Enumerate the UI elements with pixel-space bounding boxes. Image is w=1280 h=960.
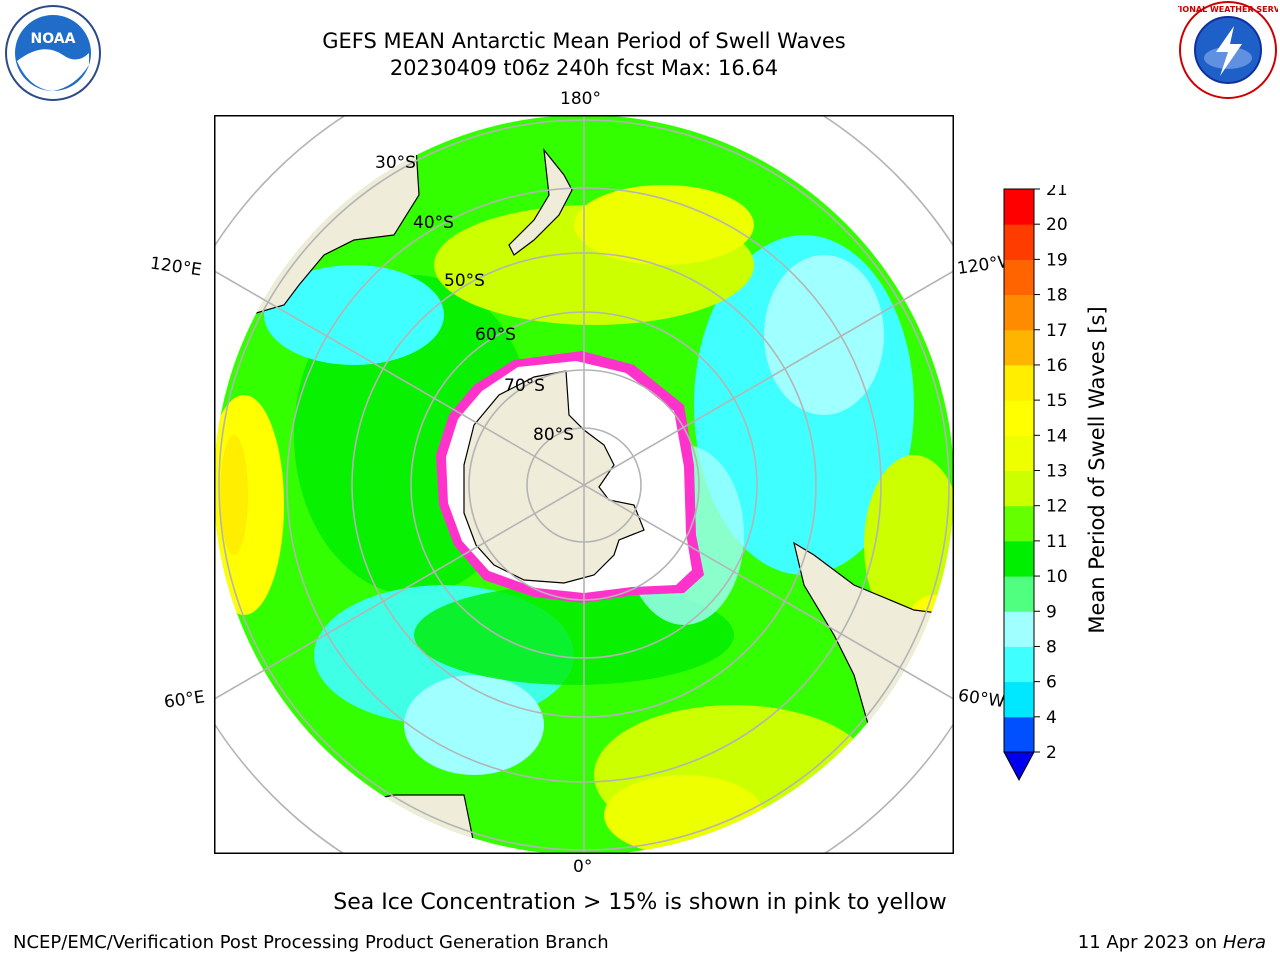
colorbar-segment bbox=[1004, 716, 1034, 753]
colorbar-tick-label: 21 bbox=[1046, 185, 1068, 200]
lat-label-70s: 70°S bbox=[504, 376, 545, 396]
colorbar-segment bbox=[1004, 400, 1034, 436]
colorbar-segment bbox=[1004, 505, 1034, 542]
colorbar-tick-label: 17 bbox=[1046, 321, 1068, 341]
colorbar-tick-label: 19 bbox=[1046, 250, 1068, 270]
colorbar-segment bbox=[1004, 611, 1034, 647]
colorbar-tick-label: 2 bbox=[1046, 743, 1057, 763]
lat-label-40s: 40°S bbox=[413, 213, 454, 233]
noaa-logo: NOAA bbox=[5, 5, 101, 101]
footer-machine: Hera bbox=[1222, 932, 1266, 953]
colorbar-segment bbox=[1004, 189, 1034, 225]
lon-label-left-lower: 60°E bbox=[162, 687, 207, 713]
lon-label-bottom: 0° bbox=[573, 857, 593, 877]
footer-left: NCEP/EMC/Verification Post Processing Pr… bbox=[13, 932, 609, 953]
colorbar-segment bbox=[1004, 470, 1034, 507]
colorbar-tick-label: 12 bbox=[1046, 497, 1068, 517]
colorbar-segment bbox=[1004, 329, 1034, 366]
colorbar-tick-label: 4 bbox=[1046, 708, 1057, 728]
colorbar-tick-label: 6 bbox=[1046, 673, 1057, 693]
colorbar-extend-arrow bbox=[1003, 751, 1035, 782]
colorbar-tick-label: 14 bbox=[1046, 426, 1068, 446]
lat-label-60s: 60°S bbox=[475, 325, 516, 345]
lat-label-80s: 80°S bbox=[533, 425, 574, 445]
colorbar-tick-label: 15 bbox=[1046, 391, 1068, 411]
colorbar-tick-label: 9 bbox=[1046, 602, 1057, 622]
polar-map bbox=[214, 115, 954, 854]
svg-text:NATIONAL WEATHER SERVICE: NATIONAL WEATHER SERVICE bbox=[1178, 5, 1278, 14]
antarctica-landmass bbox=[463, 370, 645, 584]
colorbar-label: Mean Period of Swell Waves [s] bbox=[1085, 306, 1109, 634]
colorbar-segment bbox=[1004, 540, 1034, 577]
lat-label-30s: 30°S bbox=[375, 153, 416, 173]
lat-label-50s: 50°S bbox=[444, 271, 485, 291]
colorbar-tick-label: 10 bbox=[1046, 567, 1068, 587]
new-zealand-landmass bbox=[508, 148, 573, 256]
colorbar-tick-label: 8 bbox=[1046, 637, 1057, 657]
colorbar-segment bbox=[1004, 224, 1034, 260]
sea-ice-caption: Sea Ice Concentration > 15% is shown in … bbox=[333, 890, 947, 915]
footer-date: 11 Apr 2023 on bbox=[1077, 932, 1223, 953]
colorbar-tick-label: 13 bbox=[1046, 462, 1068, 482]
colorbar-segment bbox=[1004, 576, 1034, 612]
footer-right: 11 Apr 2023 on Hera bbox=[1078, 932, 1266, 953]
nws-logo: NATIONAL WEATHER SERVICE bbox=[1178, 1, 1278, 99]
lon-label-top: 180° bbox=[560, 89, 601, 109]
colorbar-segment bbox=[1004, 294, 1034, 331]
colorbar-tick-label: 18 bbox=[1046, 286, 1068, 306]
colorbar-segment bbox=[1004, 364, 1034, 401]
chart-subtitle: 20230409 t06z 240h fcst Max: 16.64 bbox=[389, 56, 779, 80]
graticule bbox=[214, 115, 954, 854]
lon-label-left-upper: 120°E bbox=[148, 253, 203, 281]
colorbar-segment bbox=[1004, 681, 1034, 718]
colorbar-tick-label: 16 bbox=[1046, 356, 1068, 376]
colorbar-segment bbox=[1004, 646, 1034, 683]
colorbar-tick-label: 20 bbox=[1046, 215, 1068, 235]
colorbar-tick-label: 11 bbox=[1046, 532, 1068, 552]
chart-title: GEFS MEAN Antarctic Mean Period of Swell… bbox=[322, 29, 846, 53]
colorbar-segment bbox=[1004, 259, 1034, 296]
colorbar-segment bbox=[1004, 435, 1034, 471]
colorbar: 2 4 6 8 9 10 11 12 13 14 15 16 17 18 19 20 21 bbox=[1003, 185, 1068, 782]
svg-text:NOAA: NOAA bbox=[31, 31, 76, 47]
